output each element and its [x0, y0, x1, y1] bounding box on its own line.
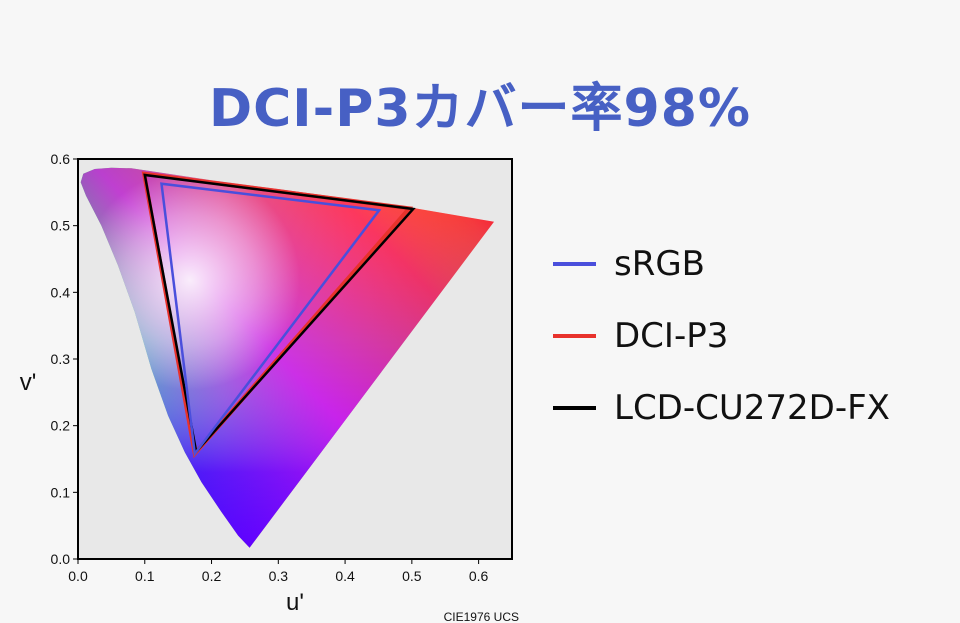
x-tick-label: 0.2	[202, 568, 222, 584]
x-axis-ticks: 0.0 0.1 0.2 0.3 0.4 0.5 0.6	[68, 559, 489, 584]
legend-label: sRGB	[614, 244, 706, 284]
legend: sRGB DCI-P3 LCD-CU272D-FX	[553, 244, 890, 460]
page-title: DCI-P3カバー率98%	[208, 79, 751, 139]
legend-swatch-srgb	[553, 262, 596, 266]
x-tick-label: 0.1	[135, 568, 155, 584]
legend-item-monitor: LCD-CU272D-FX	[553, 388, 890, 428]
legend-item-srgb: sRGB	[553, 244, 890, 284]
y-axis-label: v'	[20, 369, 37, 396]
x-tick-label: 0.3	[269, 568, 289, 584]
y-tick-label: 0.5	[51, 218, 71, 234]
y-tick-label: 0.3	[51, 351, 71, 367]
diagram-annotation: CIE1976 UCS	[444, 610, 519, 623]
y-tick-label: 0.4	[51, 284, 71, 300]
gamut-srgb	[160, 182, 382, 457]
gamut-triangles	[141, 171, 416, 459]
legend-swatch-dci-p3	[553, 334, 596, 338]
x-tick-label: 0.0	[68, 568, 88, 584]
y-axis-ticks: 0.0 0.1 0.2 0.3 0.4 0.5 0.6	[51, 151, 78, 567]
legend-label: DCI-P3	[614, 316, 729, 356]
y-tick-label: 0.2	[51, 418, 71, 434]
legend-swatch-monitor	[553, 406, 596, 410]
legend-label: LCD-CU272D-FX	[614, 388, 890, 428]
x-tick-label: 0.5	[402, 568, 422, 584]
x-tick-label: 0.4	[335, 568, 355, 584]
legend-item-dci-p3: DCI-P3	[553, 316, 890, 356]
x-axis-label: u'	[286, 589, 304, 616]
gamut-lcd-cu272d-fx	[143, 173, 416, 455]
y-tick-label: 0.6	[51, 151, 71, 167]
y-tick-label: 0.0	[51, 551, 71, 567]
y-tick-label: 0.1	[51, 484, 71, 500]
x-tick-label: 0.6	[469, 568, 489, 584]
